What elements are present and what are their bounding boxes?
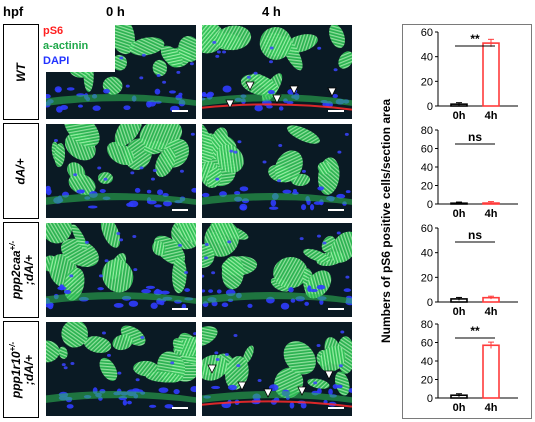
arrowhead-icon (324, 370, 334, 380)
significance-label: ** (470, 32, 480, 46)
row-label-da: dA/+ (3, 123, 39, 219)
microscopy-panel (45, 123, 197, 219)
x-tick-label: 4h (485, 208, 498, 220)
row-label-da-text: dA/+ (13, 157, 28, 185)
row-label-wt-text: WT (13, 62, 28, 82)
x-tick-label: 4h (485, 110, 498, 122)
y-tick-label: 40 (421, 356, 433, 368)
y-tick-label: 0 (427, 297, 433, 309)
x-tick-label: 0h (453, 208, 466, 220)
gene-name: ppp1r10 (9, 350, 23, 398)
scale-bar (172, 407, 188, 409)
arrowhead-icon (272, 94, 282, 104)
row-label-wt: WT (3, 24, 39, 120)
microscopy-panel (201, 321, 353, 417)
column-header-0h: 0 h (106, 4, 125, 19)
microscopy-panel (45, 321, 197, 417)
chart-panel-0: 0 20 40 60 0h 4h ** (421, 27, 518, 122)
y-tick-label: 0 (427, 199, 433, 211)
y-tick-label: 80 (421, 125, 433, 137)
significance-label: ** (470, 324, 480, 338)
genotype-suffix: ;dA/+ (22, 354, 36, 385)
row-label-ppp1r10: ppp1r10+/- ;dA/+ (3, 321, 39, 418)
charts-frame (402, 24, 532, 419)
y-tick-label: 40 (421, 162, 433, 174)
arrowhead-icon (225, 99, 235, 109)
arrowhead-icon (327, 87, 337, 97)
microscopy-panel (201, 222, 353, 318)
arrowhead-icon (237, 381, 247, 391)
scale-bar (172, 110, 188, 112)
y-tick-label: 60 (421, 27, 433, 39)
column-header-4h: 4 h (262, 4, 281, 19)
arrowhead-icon (289, 85, 299, 95)
arrowhead-icon (207, 364, 217, 374)
genotype-superscript: +/- (8, 341, 17, 351)
scale-bar (328, 110, 344, 112)
y-tick-label: 20 (421, 181, 433, 193)
bar-4h (482, 344, 500, 399)
legend-dapi: DAPI (43, 55, 70, 67)
hpf-label: hpf (3, 4, 24, 19)
y-tick-label: 20 (421, 375, 433, 387)
microscopy-panel (201, 24, 353, 120)
microscopy-panel (45, 222, 197, 318)
y-tick-label: 60 (421, 338, 433, 350)
x-tick-label: 4h (485, 402, 498, 414)
arrowhead-icon (263, 388, 273, 398)
y-tick-label: 40 (421, 52, 433, 64)
x-tick-label: 0h (453, 306, 466, 318)
arrowhead-icon (245, 81, 255, 91)
arrowhead-icon (297, 386, 307, 396)
y-tick-label: 40 (421, 248, 433, 260)
legend-actinin: a-actinin (43, 40, 89, 52)
y-tick-label: 20 (421, 76, 433, 88)
bar-4h (482, 42, 500, 107)
genotype-superscript: +/- (8, 240, 17, 251)
scale-bar (172, 308, 188, 310)
row-label-ppp1r10-text: ppp1r10+/- ;dA/+ (6, 341, 36, 397)
genotype-suffix: ;dA/+ (22, 254, 36, 286)
y-tick-label: 60 (421, 223, 433, 235)
row-label-ppp2caa-text: ppp2caa+/- ;dA/+ (6, 241, 36, 299)
gene-name: ppp2caa (9, 250, 23, 300)
y-tick-label: 0 (427, 393, 433, 405)
microscopy-panel (201, 123, 353, 219)
chart-panel-3: 0 20 40 60 80 0h 4h ** (421, 319, 518, 414)
channel-legend: pS6 a-actinin DAPI (40, 24, 115, 72)
y-tick-label: 80 (421, 319, 433, 331)
chart-panel-1: 0 20 40 60 80 0h 4h ns (421, 125, 518, 220)
scale-bar (328, 209, 344, 211)
scale-bar (328, 308, 344, 310)
legend-ps6: pS6 (43, 25, 64, 37)
y-tick-label: 20 (421, 272, 433, 284)
scale-bar (172, 209, 188, 211)
significance-label: ns (468, 228, 482, 242)
y-tick-label: 0 (427, 101, 433, 113)
y-tick-label: 60 (421, 144, 433, 156)
significance-label: ns (468, 130, 482, 144)
chart-panel-2: 0 20 40 60 0h 4h ns (421, 223, 518, 318)
scale-bar (328, 407, 344, 409)
y-axis-label: Numbers of pS6 positive cells/section ar… (378, 24, 394, 417)
x-tick-label: 4h (485, 306, 498, 318)
x-tick-label: 0h (453, 402, 466, 414)
x-tick-label: 0h (453, 110, 466, 122)
y-axis-label-text: Numbers of pS6 positive cells/section ar… (379, 98, 393, 343)
row-label-ppp2caa: ppp2caa+/- ;dA/+ (3, 222, 39, 318)
